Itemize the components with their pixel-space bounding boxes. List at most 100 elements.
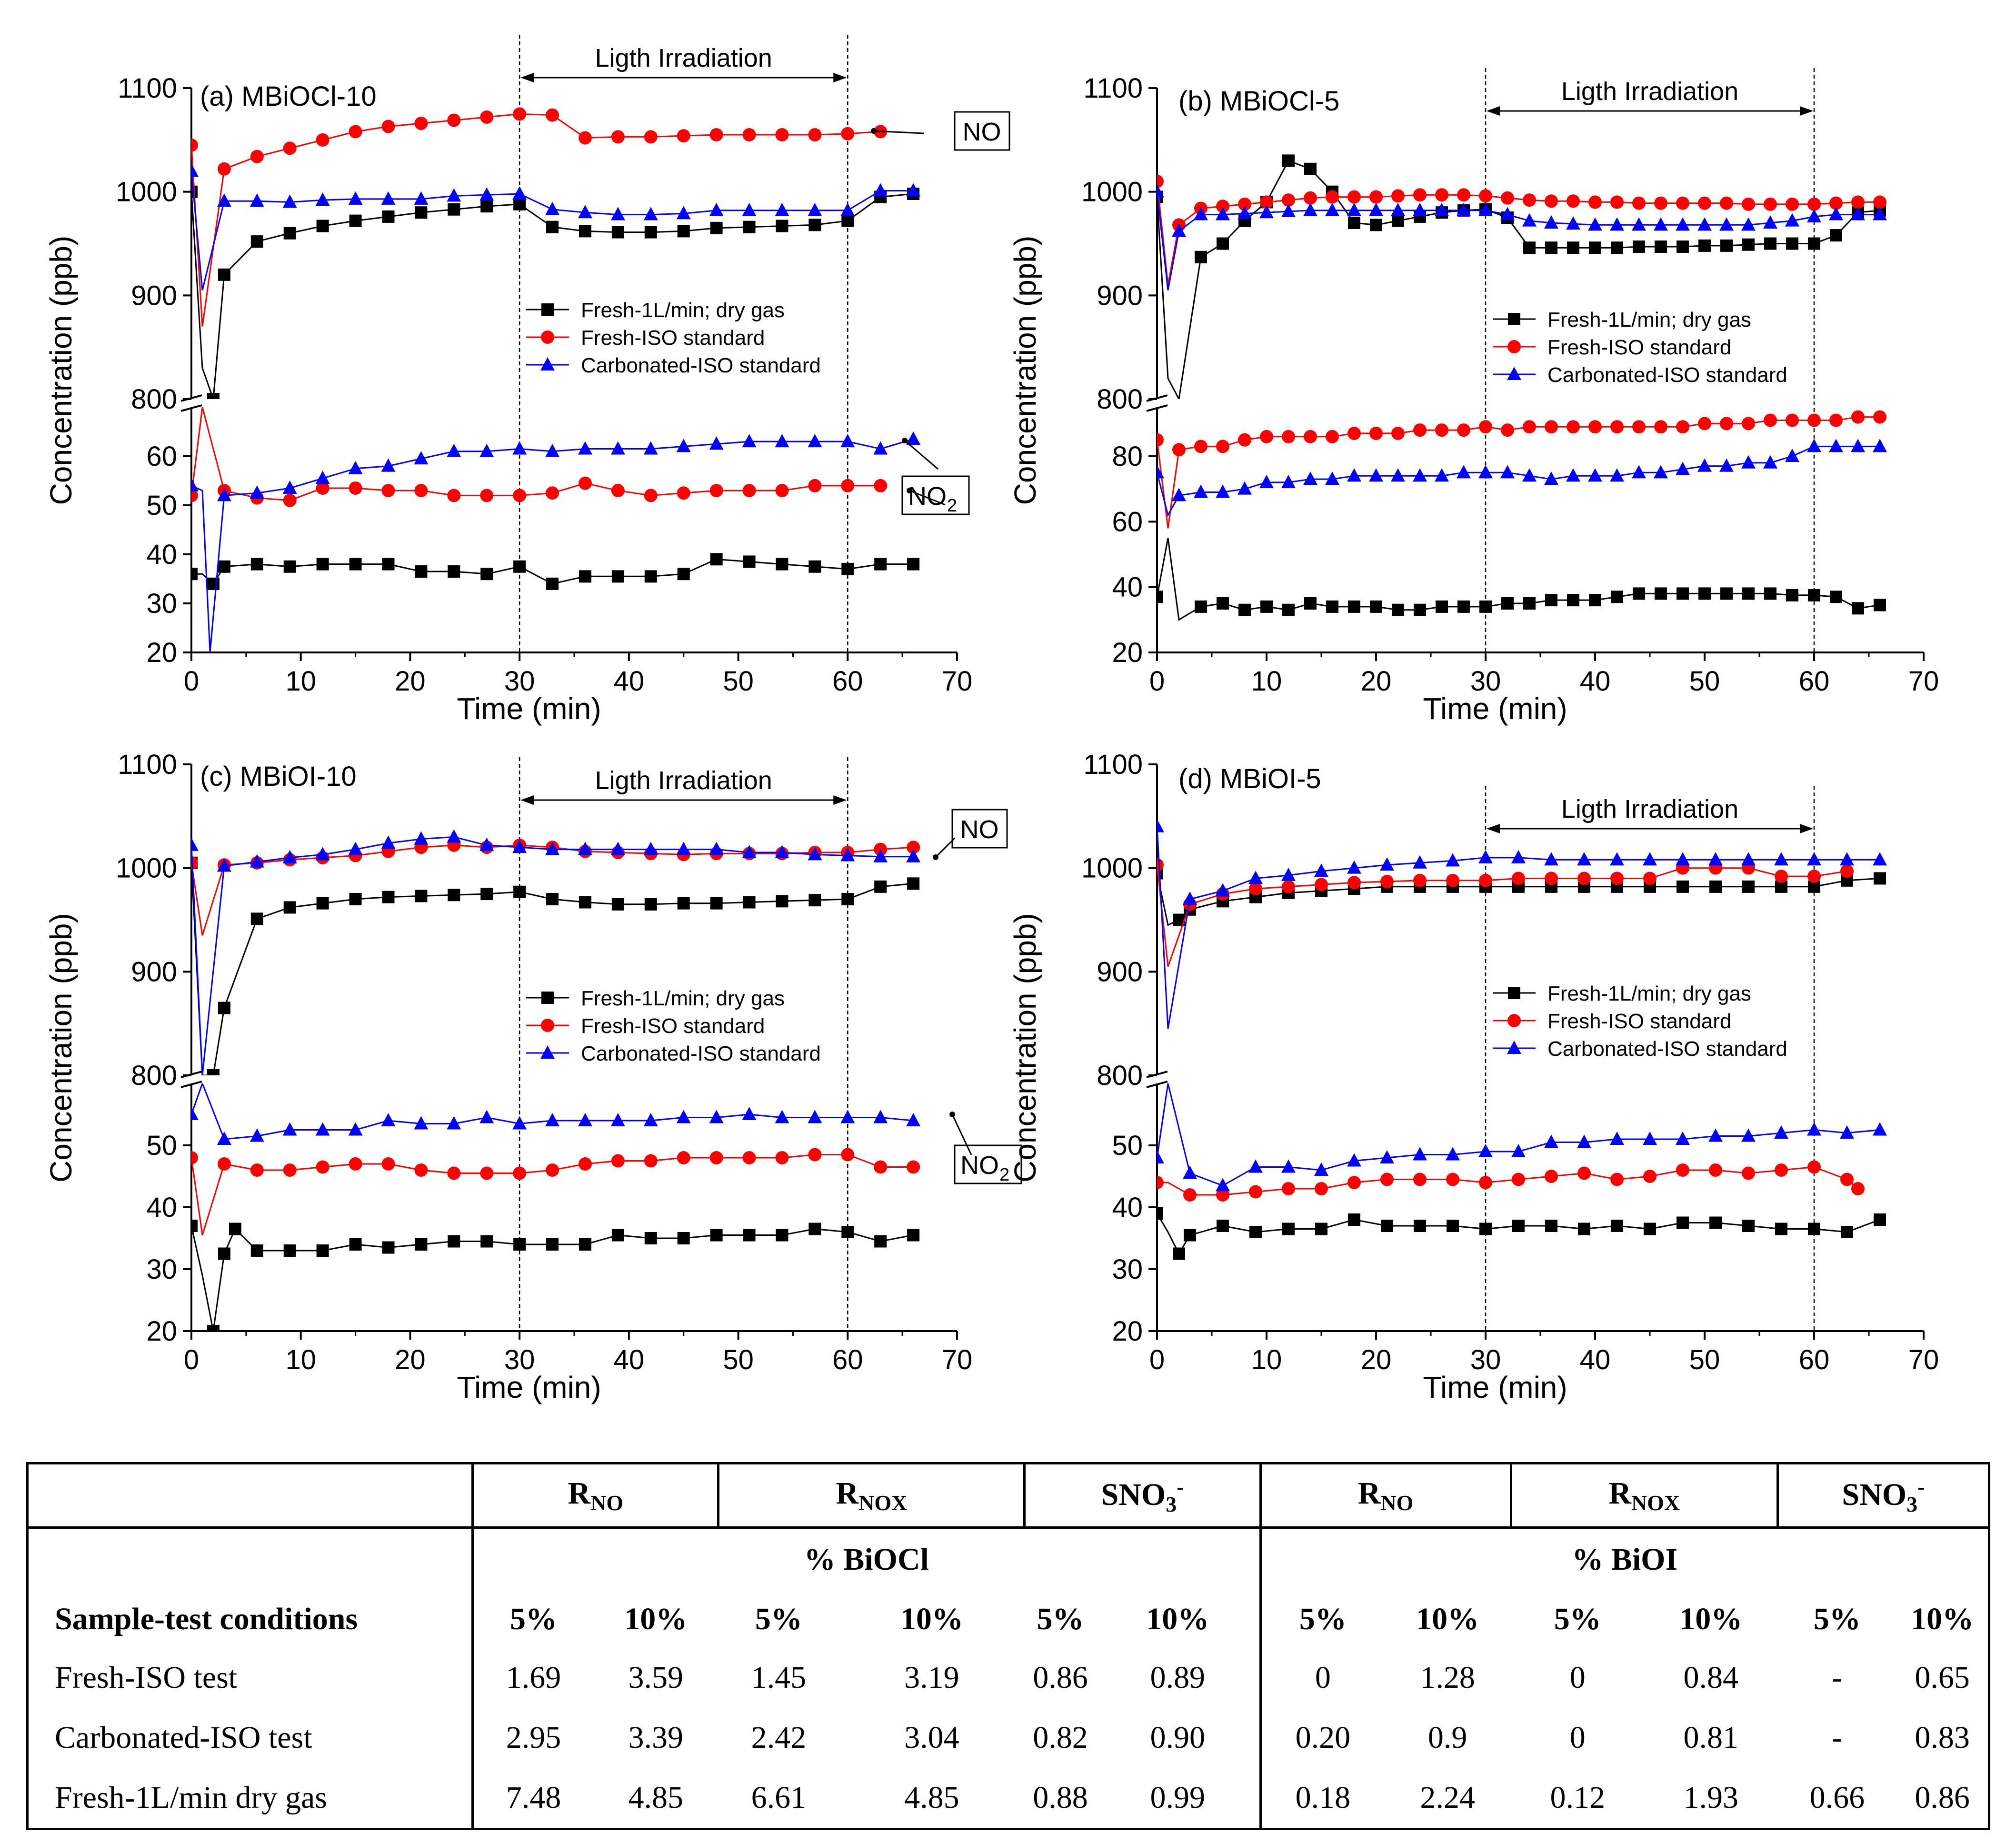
row-label: Carbonated-ISO test [26,1708,474,1768]
data-point [1216,200,1229,213]
data-point [1643,872,1657,885]
data-point [207,1325,220,1331]
data-point [316,133,329,147]
data-point [1479,873,1492,887]
y-tick-label: 900 [131,280,177,311]
data-point [1522,468,1537,482]
data-point [1479,1176,1492,1189]
data-point [1478,850,1493,863]
legend-marker [541,1019,554,1032]
table-cell: 0.89 [1096,1648,1262,1708]
data-point [546,108,559,122]
data-point [808,219,821,231]
x-axis-label: Time (min) [1423,692,1567,726]
data-point [1414,603,1426,616]
data-point [840,434,855,448]
data-point [1610,1173,1624,1186]
data-point [1436,600,1448,613]
data-point [479,187,494,201]
data-point [218,560,230,573]
data-point [1544,852,1558,866]
data-point [1578,1223,1590,1235]
data-point [1610,195,1624,209]
data-point [1763,455,1777,469]
data-point [1478,1144,1493,1157]
data-point [579,570,591,583]
data-point [283,1244,296,1257]
y-axis-label: Concentration (ppb) [44,236,78,505]
x-tick-label: 40 [614,1344,645,1375]
x-axis-label: Time (min) [1423,1370,1567,1404]
data-point [775,202,789,216]
data-point [1370,600,1382,613]
header-sno3-biocl: SNO3- [1023,1462,1262,1529]
data-point [873,183,888,197]
data-point [1840,1173,1854,1186]
table-cell: 0.81 [1683,1720,1739,1755]
x-tick-label: 10 [1251,666,1282,697]
data-point [1807,1122,1821,1136]
data-point [282,850,297,863]
data-point [644,1232,657,1244]
data-point [1523,241,1536,254]
data-point [191,1220,198,1232]
data-point [349,1238,362,1251]
legend-label: Fresh-ISO standard [581,326,765,350]
data-point [1741,1128,1756,1142]
table-cell: 3.04 [904,1720,959,1755]
data-point [546,220,559,233]
legend-label: Fresh-ISO standard [581,1014,765,1038]
data-point [873,849,888,862]
legend-label: Fresh-ISO standard [1547,1010,1731,1033]
x-tick-label: 0 [184,666,199,697]
data-point [447,1116,461,1130]
data-point [1238,481,1252,495]
data-point [1697,217,1712,231]
series-fresh-iso-standard [1157,410,1886,529]
data-point [546,1163,559,1177]
irradiation-label: Ligth Irradiation [595,766,772,795]
data-point [480,110,494,124]
data-point [610,207,625,220]
y-tick-label: 1100 [118,73,177,104]
data-point [1304,597,1317,610]
data-point [349,125,362,139]
data-point [1643,1132,1657,1145]
data-point [512,441,527,455]
table-cell: 0.82 [1033,1720,1088,1755]
panel-title: (b) MBiOCl-5 [1178,86,1339,117]
table-cell: 2.42 [751,1720,807,1755]
data-point [479,1110,494,1123]
data-point [1304,430,1317,443]
data-point [611,1229,624,1242]
data-point [1501,597,1514,610]
arrow-head [520,795,534,805]
data-point [1478,465,1493,479]
data-point [217,1132,231,1145]
data-point [1741,455,1756,469]
data-point [742,1107,757,1120]
data-point [1677,880,1689,893]
data-point [546,577,559,590]
data-point [1501,191,1514,205]
data-point [611,130,625,144]
chart-panel-3: 0 10 20 30 40 50 60 70 800 900 1000 1100 20 30 40 50 Tim… [44,749,1022,1404]
arrow-tip [933,854,938,860]
data-point [381,458,396,472]
percent-col: 10% [1896,1591,1991,1648]
data-point [1775,1163,1788,1177]
data-point [1500,465,1515,479]
data-point [644,130,658,144]
y-tick-label: 50 [146,490,177,521]
data-point [1183,1188,1197,1202]
data-point [1217,1220,1229,1232]
percent-col: 10% [1096,1591,1262,1648]
y-tick-label: 1100 [1083,73,1143,104]
data-point [382,558,395,571]
data-point [1567,420,1580,434]
data-point [546,486,559,500]
arrow-tip [871,128,877,134]
data-point [1676,852,1690,866]
data-point [1479,1223,1492,1235]
x-tick-label: 10 [285,666,316,697]
